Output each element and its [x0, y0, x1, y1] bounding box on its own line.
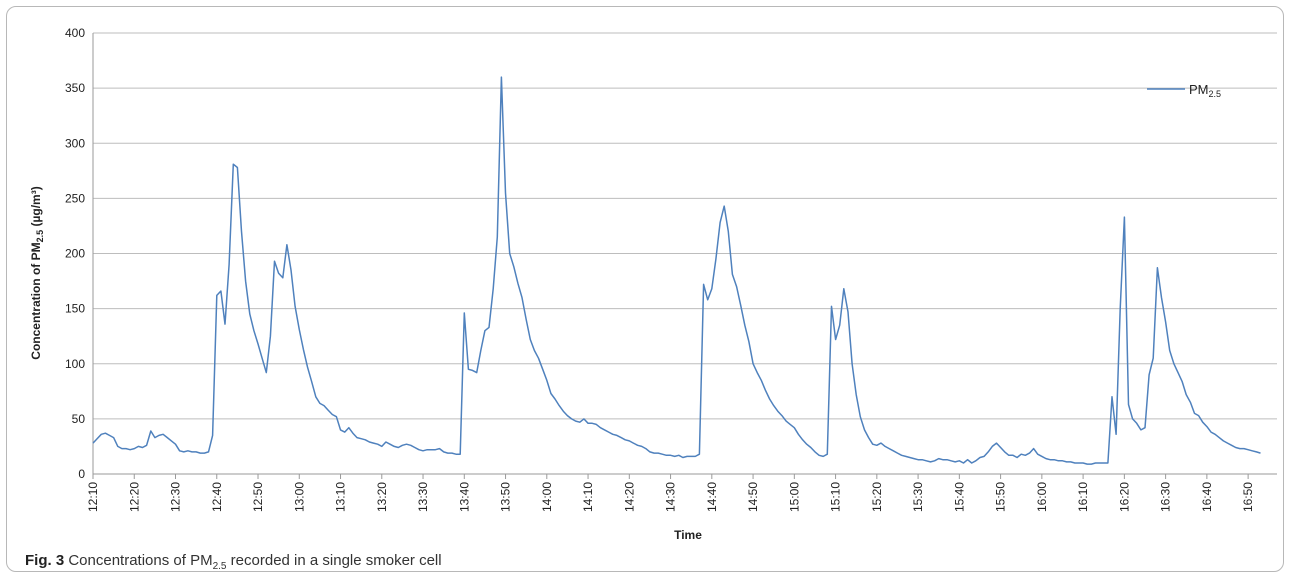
x-tick-label: 13:10 [334, 482, 348, 512]
x-tick-label: 13:20 [375, 482, 389, 512]
y-tick-label: 300 [65, 136, 85, 150]
x-tick-label: 15:00 [787, 482, 801, 512]
gridlines [93, 32, 1277, 420]
y-tick-labels: 0 50 100 150 200 250 300 350 400 [65, 26, 85, 481]
figure-label: Fig. 3 [25, 552, 65, 569]
y-tick-label: 400 [65, 26, 85, 40]
x-tick-label: 15:20 [870, 482, 884, 512]
y-tick-label: 200 [65, 247, 85, 261]
figure-caption: Fig. 3 Concentrations of PM2.5 recorded … [25, 552, 442, 572]
y-tick-label: 350 [65, 81, 85, 95]
y-tick-label: 150 [65, 302, 85, 316]
y-axis-title-main: Concentration of PM [29, 242, 43, 359]
x-tick-label: 12:40 [210, 482, 224, 512]
figure-frame: 0 50 100 150 200 250 300 350 400 12:10 12:20 12:30… [6, 6, 1284, 572]
series-line [92, 76, 1261, 465]
x-tick-label: 13:50 [499, 482, 513, 512]
x-tick-label: 12:10 [86, 482, 100, 512]
line-chart: 0 50 100 150 200 250 300 350 400 12:10 12:20 12:30… [29, 26, 1277, 542]
x-tick-label: 13:00 [292, 482, 306, 512]
x-tick-label: 16:50 [1241, 482, 1255, 512]
x-tick-label: 14:00 [540, 482, 554, 512]
x-tick-label: 12:20 [127, 482, 141, 512]
x-tick-label: 14:20 [622, 482, 636, 512]
x-tick-label: 13:40 [457, 482, 471, 512]
y-axis-title: Concentration of PM2.5 (µg/m³) [29, 186, 45, 359]
x-tick-label: 15:10 [829, 482, 843, 512]
caption-text-after: recorded in a single smoker cell [230, 552, 442, 569]
y-axis-title-unit: (µg/m³) [29, 186, 43, 226]
x-tick-label: 14:40 [705, 482, 719, 512]
caption-text: Concentrations of PM2.5 recorded in a si… [68, 552, 442, 572]
x-tick-label: 13:30 [416, 482, 430, 512]
y-tick-label: 50 [72, 412, 86, 426]
x-tick-label: 14:30 [664, 482, 678, 512]
x-tick-label: 16:10 [1076, 482, 1090, 512]
axes [92, 33, 1277, 479]
x-axis-title: Time [674, 528, 702, 542]
x-tick-label: 14:10 [581, 482, 595, 512]
legend: PM2.5 [1147, 82, 1221, 99]
x-tick-label: 15:40 [952, 482, 966, 512]
x-tick-label: 12:30 [169, 482, 183, 512]
x-tick-label: 15:50 [994, 482, 1008, 512]
legend-label-main: PM [1189, 82, 1209, 97]
caption-text-before: Concentrations of PM [68, 552, 213, 569]
x-tick-label: 12:50 [251, 482, 265, 512]
x-tick-label: 16:30 [1159, 482, 1173, 512]
y-tick-label: 100 [65, 357, 85, 371]
legend-label: PM2.5 [1189, 82, 1221, 99]
x-tick-label: 16:00 [1035, 482, 1049, 512]
series-lines [92, 76, 1261, 465]
x-tick-label: 14:50 [746, 482, 760, 512]
x-tick-label: 16:40 [1200, 482, 1214, 512]
x-tick-label: 16:20 [1117, 482, 1131, 512]
y-tick-label: 250 [65, 191, 85, 205]
y-axis-title-sub: 2.5 [35, 230, 45, 243]
y-tick-label: 0 [78, 467, 85, 481]
x-tick-label: 15:30 [911, 482, 925, 512]
caption-text-sub: 2.5 [212, 561, 227, 572]
legend-label-sub: 2.5 [1209, 89, 1222, 99]
x-tick-labels: 12:10 12:20 12:30 12:40 12:50 13:00 13:10 13:20… [86, 482, 1255, 512]
